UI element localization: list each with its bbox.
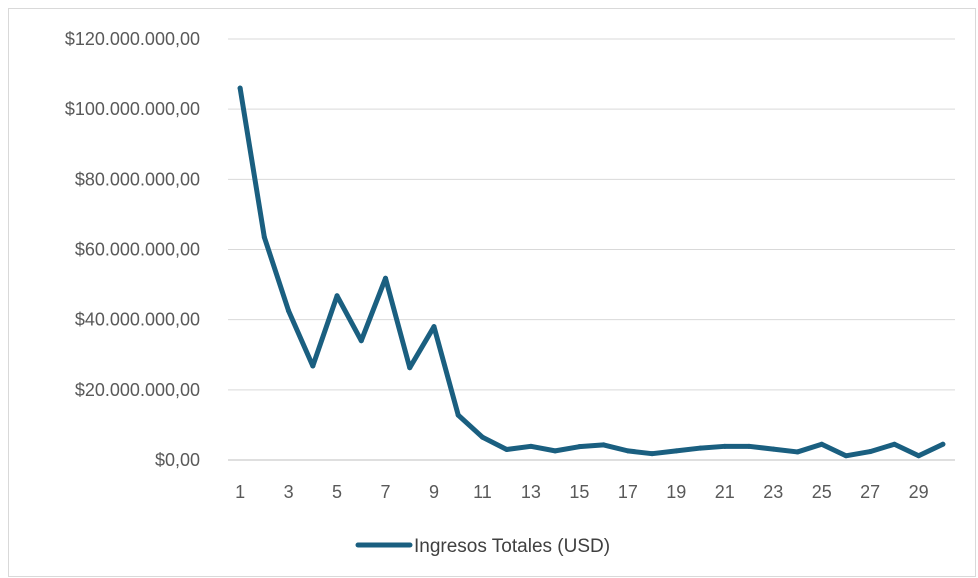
x-axis-tick-labels: 1 3 5 7 9 11 13 15 17 19 21 23 25 27 29 (235, 482, 929, 502)
data-point (334, 293, 340, 299)
data-point (601, 442, 607, 448)
x-tick-label: 7 (381, 482, 391, 502)
data-point (867, 449, 873, 455)
x-tick-label: 17 (618, 482, 638, 502)
data-point (237, 85, 243, 91)
data-point (746, 443, 752, 449)
y-tick-label: $60.000.000,00 (75, 240, 200, 260)
data-point (383, 275, 389, 281)
data-point (843, 453, 849, 459)
data-point (504, 446, 510, 452)
data-point (358, 338, 364, 344)
x-tick-label: 1 (235, 482, 245, 502)
data-point (528, 443, 534, 449)
x-tick-label: 9 (429, 482, 439, 502)
data-point (261, 234, 267, 240)
data-point (819, 441, 825, 447)
y-tick-label: $120.000.000,00 (65, 29, 200, 49)
data-point (286, 308, 292, 314)
gridlines (228, 38, 955, 391)
x-tick-label: 3 (284, 482, 294, 502)
data-point (940, 441, 946, 447)
y-tick-label: $0,00 (155, 450, 200, 470)
legend: Ingresos Totales (USD) (355, 536, 610, 557)
legend-label: Ingresos Totales (USD) (414, 536, 610, 557)
series-line (237, 85, 946, 459)
data-point (698, 445, 704, 451)
data-point (552, 448, 558, 454)
x-tick-label: 23 (763, 482, 783, 502)
x-tick-label: 27 (860, 482, 880, 502)
x-tick-label: 21 (715, 482, 735, 502)
data-point (625, 448, 631, 454)
chart-frame (8, 8, 976, 577)
data-point (891, 441, 897, 447)
y-tick-label: $40.000.000,00 (75, 310, 200, 330)
data-point (576, 444, 582, 450)
y-tick-label: $100.000.000,00 (65, 99, 200, 119)
data-point (673, 448, 679, 454)
data-point (794, 449, 800, 455)
data-point (431, 324, 437, 330)
y-axis-tick-labels: $0,00 $20.000.000,00 $40.000.000,00 $60.000… (65, 29, 200, 470)
x-tick-label: 19 (666, 482, 686, 502)
series-layer (237, 85, 946, 459)
data-point (770, 446, 776, 452)
data-point (407, 365, 413, 371)
x-tick-label: 5 (332, 482, 342, 502)
x-tick-label: 13 (521, 482, 541, 502)
data-point (722, 443, 728, 449)
data-point (916, 453, 922, 459)
y-tick-label: $20.000.000,00 (75, 380, 200, 400)
data-point (649, 451, 655, 457)
data-point (479, 434, 485, 440)
data-point (455, 412, 461, 418)
y-tick-label: $80.000.000,00 (75, 169, 200, 189)
x-tick-label: 29 (909, 482, 929, 502)
x-tick-label: 25 (812, 482, 832, 502)
data-point (310, 363, 316, 369)
x-tick-label: 15 (569, 482, 589, 502)
x-tick-label: 11 (473, 482, 492, 502)
